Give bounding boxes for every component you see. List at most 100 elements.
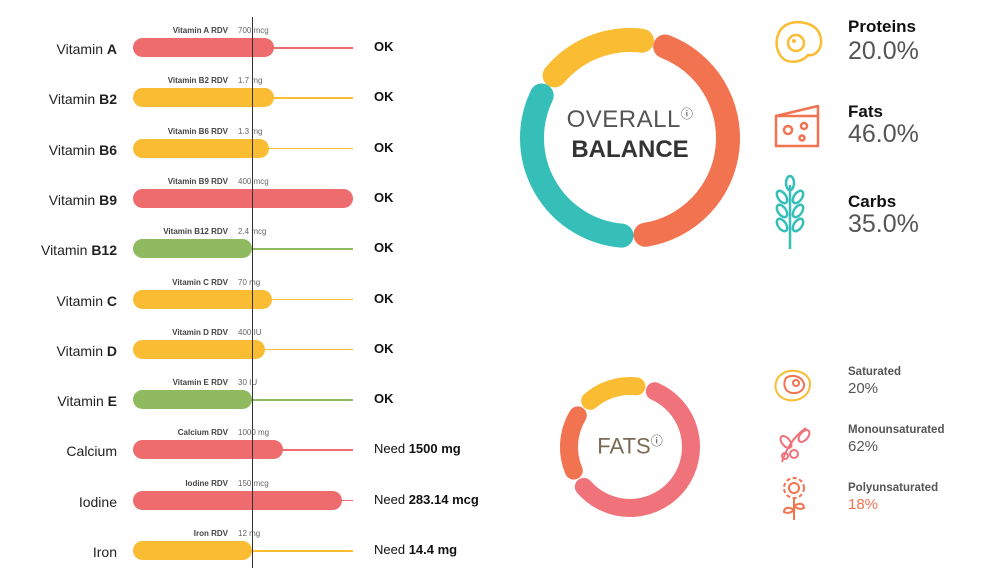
vitamin-name-bold: B2 xyxy=(99,91,117,108)
vitamin-bar xyxy=(133,440,283,460)
rdv-value: 400 mcg xyxy=(238,176,269,186)
fats-donut xyxy=(560,377,700,517)
cheese-icon xyxy=(774,104,820,148)
rdv-label: Iodine RDV xyxy=(185,478,228,488)
fat-polyunsaturated: Polyunsaturated 18% xyxy=(770,477,980,537)
wheat-icon xyxy=(775,175,805,249)
vitamin-name-bold: A xyxy=(106,41,117,57)
rdv-value: 1000 mg xyxy=(238,428,270,438)
rdv-value: 400 IU xyxy=(238,327,262,337)
rdv-label: Vitamin B2 RDV xyxy=(167,76,228,86)
vitamin-row: Iron Iron RDV 12 mg Need 14.4 mg xyxy=(0,528,500,578)
vitamin-name: Vitamin B12 xyxy=(0,242,117,258)
rdv-label: Vitamin C RDV xyxy=(172,277,228,287)
fat-name: Saturated xyxy=(848,366,902,378)
status-text: Need xyxy=(374,491,409,507)
rdv-label: Vitamin B12 RDV xyxy=(163,227,228,237)
steak-icon xyxy=(774,369,812,402)
macro-name: Proteins xyxy=(848,17,917,36)
need-amount: 283.14 mcg xyxy=(408,491,479,507)
info-icon[interactable]: ⓘ xyxy=(650,434,663,448)
vitamin-name-bold: C xyxy=(106,292,117,309)
macro-value: 46.0% xyxy=(848,120,919,148)
egg-icon xyxy=(775,21,823,63)
vitamin-status: OK xyxy=(374,291,394,306)
vitamin-name-prefix: Vitamin xyxy=(56,342,107,359)
info-icon[interactable]: ⓘ xyxy=(680,107,694,121)
macro-name: Fats xyxy=(848,102,883,121)
rdv-value: 30 IU xyxy=(238,378,258,388)
status-text: OK xyxy=(374,391,394,407)
vitamin-name-prefix: Vitamin xyxy=(56,41,107,57)
macro-fats: Fats 46.0% xyxy=(770,98,980,178)
vitamin-bar xyxy=(133,88,274,108)
vitamin-status: Need 14.4 mg xyxy=(374,542,457,557)
rdv-value: 12 mg xyxy=(238,529,261,538)
vitamin-row: Iodine Iodine RDV 150 mcg Need 283.14 mcg xyxy=(0,478,500,528)
rdv-label: Vitamin B6 RDV xyxy=(167,126,228,136)
vitamin-name: Vitamin C xyxy=(0,293,117,309)
fat-value: 62% xyxy=(848,438,879,455)
status-text: OK xyxy=(374,39,394,54)
vitamin-bar xyxy=(133,239,252,259)
vitamin-name-bold: B9 xyxy=(99,191,117,208)
vitamin-bar xyxy=(133,541,252,560)
fat-saturated: Saturated 20% xyxy=(770,366,980,421)
fat-value: 20% xyxy=(848,380,879,397)
donut-segment-carbs xyxy=(520,83,634,248)
vitamin-row: Vitamin B6 Vitamin B6 RDV 1.3 mg OK xyxy=(0,126,500,176)
rdv-label: Vitamin B9 RDV xyxy=(167,176,228,186)
sunflower-icon xyxy=(782,477,806,520)
vitamin-row: Vitamin B2 Vitamin B2 RDV 1.7 mg OK xyxy=(0,75,500,125)
vitamin-name-bold: E xyxy=(107,393,117,410)
vitamin-bar xyxy=(133,390,252,410)
status-text: Need xyxy=(374,441,409,457)
rdv-value: 70 mg xyxy=(238,277,261,287)
vitamin-row: Calcium Calcium RDV 1000 mg Need 1500 mg xyxy=(0,427,500,477)
vitamin-name-prefix: Calcium xyxy=(66,443,117,460)
vitamin-bar xyxy=(133,339,265,359)
vitamin-name: Calcium xyxy=(0,443,117,459)
rdv-value: 1.7 mg xyxy=(238,76,263,86)
fat-value: 18% xyxy=(848,496,879,513)
status-text: OK xyxy=(374,290,394,306)
fats-title-text: FATS xyxy=(597,433,651,459)
vitamin-bar xyxy=(133,138,270,158)
fat-name: Polyunsaturated xyxy=(848,482,939,494)
overall-title: OVERALLⓘ BALANCE xyxy=(545,105,715,164)
vitamin-name-bold: B12 xyxy=(91,242,117,259)
vitamin-status: OK xyxy=(374,140,394,155)
rdv-value: 700 mcg xyxy=(238,26,269,35)
overall-title-top: OVERALL xyxy=(566,106,681,133)
vitamin-name-prefix: Vitamin xyxy=(48,191,100,208)
vitamin-row: Vitamin A Vitamin A RDV 700 mcg OK xyxy=(0,25,500,75)
vitamin-name: Iodine xyxy=(0,494,117,510)
status-text: OK xyxy=(374,139,394,155)
vitamin-bar xyxy=(133,289,272,309)
vitamin-row: Vitamin B12 Vitamin B12 RDV 2.4 mcg OK xyxy=(0,226,500,276)
macro-value: 35.0% xyxy=(848,210,919,238)
vitamin-name: Vitamin A xyxy=(0,41,117,57)
vitamin-name: Iron xyxy=(0,544,117,560)
vitamin-row: Vitamin B9 Vitamin B9 RDV 400 mcg OK xyxy=(0,176,500,226)
status-text: OK xyxy=(374,89,394,105)
need-amount: 14.4 mg xyxy=(408,542,458,557)
vitamin-name-bold: B6 xyxy=(99,141,117,158)
vitamin-status: OK xyxy=(374,391,394,406)
vitamin-name: Vitamin D xyxy=(0,343,117,359)
rdv-value: 150 mcg xyxy=(238,478,269,488)
vitamin-status: OK xyxy=(374,89,394,104)
rdv-label: Vitamin E RDV xyxy=(172,378,228,388)
vitamin-name: Vitamin B2 xyxy=(0,91,117,107)
vitamin-status: Need 283.14 mcg xyxy=(374,492,479,507)
olive-icon xyxy=(779,427,811,463)
macro-carbs: Carbs 35.0% xyxy=(770,175,980,255)
rdv-reference-line xyxy=(252,17,253,568)
status-text: OK xyxy=(374,189,394,205)
vitamin-name-prefix: Vitamin xyxy=(56,292,107,309)
fat-monounsaturated: Monounsaturated 62% xyxy=(770,424,980,479)
vitamin-name-bold: D xyxy=(106,342,117,359)
vitamin-status: OK xyxy=(374,39,394,54)
vitamin-name-prefix: Iodine xyxy=(78,493,117,510)
vitamin-name-prefix: Vitamin xyxy=(57,393,108,410)
